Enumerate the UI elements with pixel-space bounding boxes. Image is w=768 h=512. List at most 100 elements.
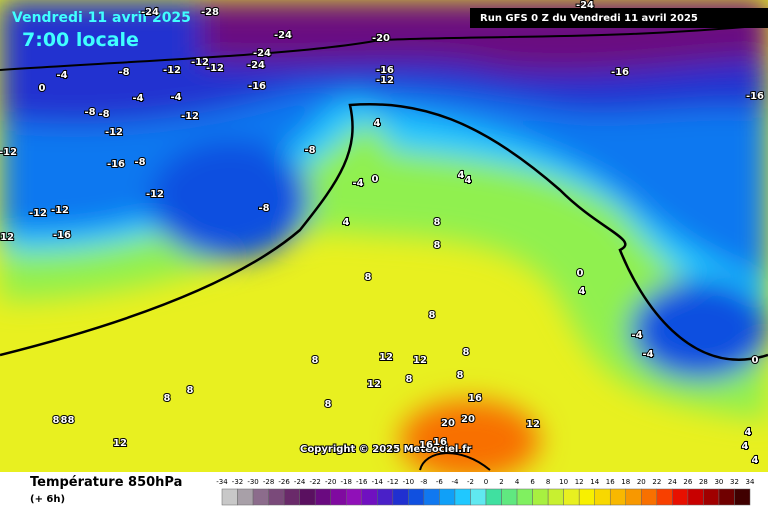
- contour-label: 8: [463, 347, 470, 358]
- contour-label: -16: [107, 159, 125, 170]
- colorbar-label: -16: [356, 478, 368, 486]
- colorbar-label: -12: [387, 478, 398, 486]
- contour-label: 8: [187, 385, 194, 396]
- contour-label: -16: [248, 81, 266, 92]
- contour-label: 12: [413, 355, 427, 366]
- colorbar-label: -24: [294, 478, 306, 486]
- contour-label: -4: [631, 330, 642, 341]
- colorbar-label: 34: [746, 478, 755, 486]
- contour-label: -12: [105, 127, 123, 138]
- contour-label: -12: [181, 111, 199, 122]
- contour-label: 16: [468, 393, 482, 404]
- contour-label: 0: [577, 268, 584, 279]
- contour-label: 20: [461, 414, 475, 425]
- contour-label: 12: [379, 352, 393, 363]
- contour-label: 8: [434, 240, 441, 251]
- contour-label: -24: [141, 7, 159, 18]
- colorbar-cell: [609, 488, 627, 506]
- contour-label: -24: [274, 30, 292, 41]
- colorbar-cell: [485, 488, 502, 506]
- colorbar-label: -8: [420, 478, 427, 486]
- contour-label: 8: [61, 415, 68, 426]
- contour-label: -16: [611, 67, 629, 78]
- copyright: Copyright © 2025 Meteociel.fr: [300, 444, 471, 455]
- footer-title: Température 850hPa: [30, 475, 182, 490]
- contour-label: 12: [113, 438, 127, 449]
- colorbar-cell: [423, 488, 440, 506]
- contour-label: 4: [745, 427, 752, 438]
- colorbar-cell: [314, 488, 331, 506]
- colorbar-cell: [392, 488, 409, 506]
- contour-label: -12: [29, 208, 47, 219]
- contour-label: 12: [367, 379, 381, 390]
- contour-label: 8: [434, 217, 441, 228]
- colorbar-cell: [516, 488, 533, 506]
- colorbar-label: 20: [637, 478, 646, 486]
- contour-label: -16: [53, 230, 71, 241]
- colorbar-label: -14: [372, 478, 384, 486]
- colorbar-label: 22: [652, 478, 661, 486]
- contour-label: -12: [376, 75, 394, 86]
- colorbar-cell: [345, 488, 363, 506]
- contour-label: -12: [163, 65, 181, 76]
- contour-label: 8: [406, 374, 413, 385]
- contour-label: 4: [374, 118, 381, 129]
- colorbar-cell: [237, 488, 254, 506]
- colorbar-cell: [439, 488, 456, 506]
- contour-label: 8: [164, 393, 171, 404]
- colorbar-label: 26: [683, 478, 692, 486]
- contour-label: -8: [98, 109, 109, 120]
- contour-label: 8: [312, 355, 319, 366]
- contour-label: -12: [0, 147, 17, 158]
- colorbar-cell: [408, 488, 425, 506]
- colorbar-cell: [299, 488, 316, 506]
- contour-label: -12: [191, 57, 209, 68]
- colorbar-cell: [283, 488, 300, 506]
- contour-label: 0: [752, 355, 759, 366]
- contour-label: -8: [118, 67, 129, 78]
- colorbar-label: 14: [590, 478, 599, 486]
- run-banner: [470, 8, 768, 28]
- contour-label: -4: [56, 70, 67, 81]
- colorbar-label: -10: [403, 478, 414, 486]
- contour-label: -8: [258, 203, 269, 214]
- contour-label: -16: [376, 65, 394, 76]
- colorbar-label: -18: [341, 478, 352, 486]
- colorbar-cell: [718, 488, 735, 506]
- contour-label: 16: [433, 437, 447, 448]
- colorbar-cell: [268, 488, 285, 506]
- contour-label: -8: [84, 107, 95, 118]
- contour-label: 4: [742, 441, 749, 452]
- colorbar-cell: [547, 488, 564, 506]
- colorbar-label: -28: [263, 478, 274, 486]
- colorbar-cell: [672, 488, 689, 506]
- colorbar-cell: [563, 488, 580, 506]
- contour-label: -4: [170, 92, 181, 103]
- colorbar-label: -22: [309, 478, 320, 486]
- colorbar-cell: [361, 488, 378, 506]
- contour-label: -8: [134, 157, 145, 168]
- colorbar-label: -20: [325, 478, 336, 486]
- date: Vendredi 11 avril 2025: [12, 10, 191, 26]
- contour-label: 8: [68, 415, 75, 426]
- contour-label: 8: [53, 415, 60, 426]
- contour-label: 4: [465, 175, 472, 186]
- colorbar-label: -6: [436, 478, 444, 486]
- contour-label: -12: [146, 189, 164, 200]
- colorbar-label: 8: [546, 478, 550, 486]
- contour-label: -24: [576, 0, 594, 11]
- contour-label: -12: [51, 205, 69, 216]
- colorbar-cell: [377, 488, 394, 506]
- colorbar-label: -4: [451, 478, 459, 486]
- colorbar-label: 32: [730, 478, 739, 486]
- colorbar-label: 4: [515, 478, 520, 486]
- contour-label: -12: [206, 63, 224, 74]
- contour-label: 20: [441, 418, 455, 429]
- colorbar-cell: [641, 488, 658, 506]
- colorbar-cell: [625, 488, 642, 506]
- colorbar-cell: [656, 488, 673, 506]
- contour-label: -20: [372, 33, 390, 44]
- contour-label: 12: [526, 419, 540, 430]
- colorbar-cell: [687, 488, 704, 506]
